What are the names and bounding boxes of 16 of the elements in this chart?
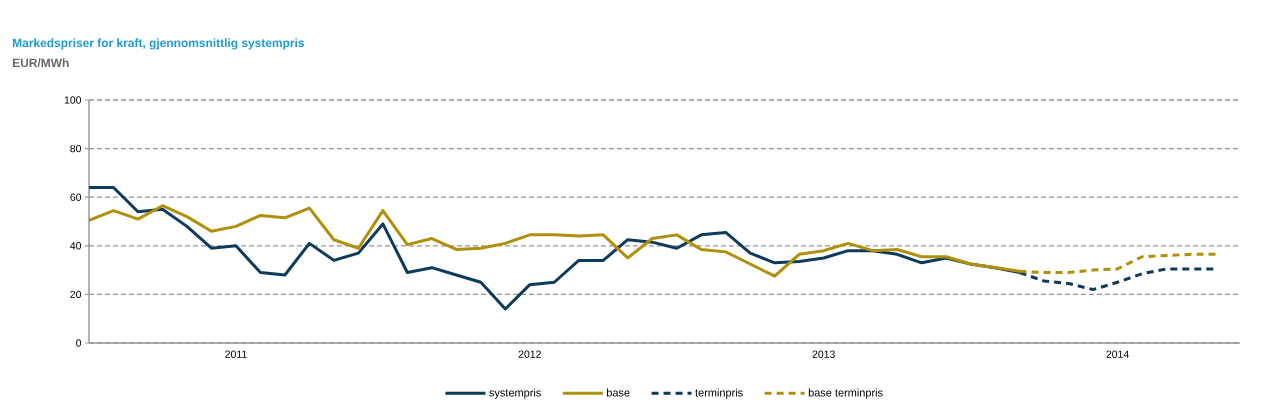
legend-label: terminpris <box>695 388 743 399</box>
chart-subtitle: EUR/MWh <box>13 58 69 68</box>
x-tick-label: 2011 <box>225 350 247 358</box>
y-tick-label: 40 <box>70 242 82 250</box>
x-tick-label: 2013 <box>812 350 835 358</box>
legend-label: base <box>606 388 630 397</box>
y-tick-label: 60 <box>70 193 82 201</box>
legend-label: systempris <box>489 388 541 399</box>
x-tick-label: 2014 <box>1106 350 1129 358</box>
y-tick-label: 20 <box>70 290 82 299</box>
y-tick-label: 100 <box>64 96 82 104</box>
y-tick-label: 80 <box>70 144 82 153</box>
legend-label: base terminpris <box>808 388 883 399</box>
x-tick-label: 2012 <box>518 350 541 358</box>
y-tick-label: 0 <box>76 339 82 347</box>
chart-title: Markedspriser for kraft, gjennomsnittlig systempris <box>13 38 305 50</box>
